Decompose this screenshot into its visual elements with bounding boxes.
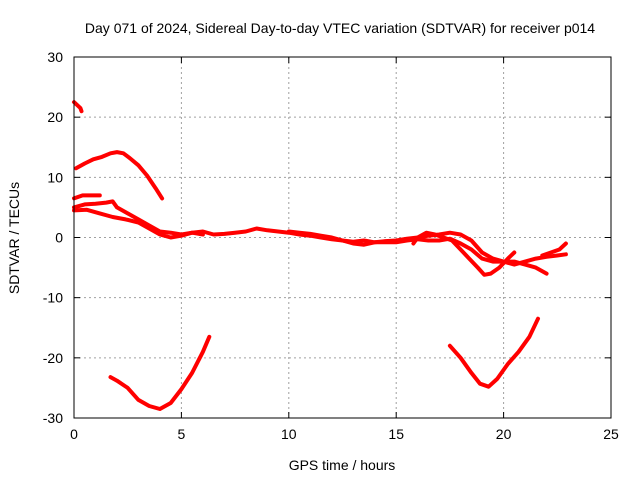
series-track-j: [447, 316, 540, 389]
plot-frame: [73, 56, 612, 419]
series-track-b: [74, 150, 165, 201]
tick-labels: 0 5 10 15 20 25 -30 -20 -10 0 10 20 30: [43, 49, 619, 442]
series-track-g: [411, 230, 517, 277]
series-track-a: [72, 100, 84, 114]
series-track-d: [72, 199, 205, 237]
x-tick-label: 0: [70, 426, 78, 442]
x-tick-label: 5: [178, 426, 186, 442]
y-tick-label: -10: [43, 290, 63, 306]
series-track-c: [72, 193, 102, 201]
y-axis-label: SDTVAR / TECUs: [6, 182, 22, 294]
plot-area: [72, 100, 568, 411]
x-tick-label: 15: [388, 426, 404, 442]
y-tick-label: 30: [47, 49, 63, 65]
series-track-i: [108, 334, 212, 411]
y-tick-label: 10: [47, 169, 63, 185]
y-tick-label: 0: [55, 230, 63, 246]
y-tick-label: 20: [47, 109, 63, 125]
y-tick-label: -20: [43, 350, 63, 366]
grid: [74, 57, 611, 418]
chart-title: Day 071 of 2024, Sidereal Day-to-day VTE…: [85, 20, 595, 36]
x-tick-label: 10: [281, 426, 297, 442]
y-tick-label: -30: [43, 410, 63, 426]
x-axis-label: GPS time / hours: [289, 457, 396, 473]
x-tick-label: 25: [603, 426, 619, 442]
x-tick-label: 20: [496, 426, 512, 442]
series-track-h: [540, 241, 568, 258]
